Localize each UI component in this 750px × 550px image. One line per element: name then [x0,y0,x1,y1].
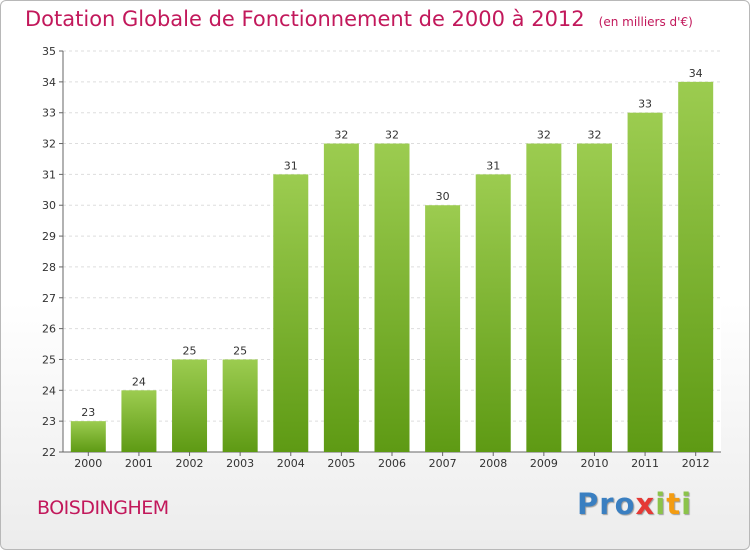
x-tick-label: 2006 [378,457,406,470]
x-tick-label: 2003 [226,457,254,470]
y-tick-label: 28 [42,261,56,274]
bar [121,390,157,452]
x-tick-label: 2002 [176,457,204,470]
y-tick-label: 31 [42,168,56,181]
chart-title: Dotation Globale de Fonctionnement de 20… [25,7,693,31]
bar-value-label: 25 [233,344,247,357]
y-tick-label: 25 [42,353,56,366]
place-name: BOISDINGHEM [37,497,169,519]
bar [425,205,461,452]
bar [374,143,410,453]
chart-subtitle: (en milliers d'€) [598,15,693,29]
y-tick-label: 30 [42,199,56,212]
x-tick-label: 2001 [125,457,153,470]
bar [475,174,511,452]
y-tick-label: 34 [42,76,56,89]
x-tick-label: 2004 [277,457,305,470]
bar [678,81,714,452]
x-tick-label: 2000 [74,457,102,470]
logo-letter: r [599,487,615,521]
bar-value-label: 32 [537,129,551,142]
logo-letter: i [655,487,667,521]
bar-value-label: 24 [132,375,146,388]
x-tick-label: 2012 [682,457,710,470]
y-tick-label: 23 [42,415,56,428]
y-tick-label: 29 [42,230,56,243]
x-tick-label: 2011 [631,457,659,470]
x-tick-label: 2010 [580,457,608,470]
logo-letter: o [614,487,636,521]
bar-value-label: 25 [183,344,197,357]
bar [323,143,359,453]
y-tick-label: 26 [42,323,56,336]
bar [70,421,106,452]
x-tick-label: 2008 [479,457,507,470]
y-tick-label: 24 [42,384,56,397]
bar-value-label: 30 [436,190,450,203]
bar [627,112,663,452]
bar-value-label: 32 [587,129,601,142]
bar [526,143,562,453]
x-tick-label: 2007 [429,457,457,470]
bar-value-label: 31 [284,159,298,172]
logo-letter: i [681,487,693,521]
bar-value-label: 23 [81,406,95,419]
x-tick-label: 2005 [327,457,355,470]
logo-letter: t [666,487,682,521]
bar [172,359,208,452]
logo-letter: P [577,487,600,521]
logo-letter: x [635,487,656,521]
x-tick-label: 2009 [530,457,558,470]
proxiti-logo: Proxiti [577,487,692,521]
bar-value-label: 31 [486,159,500,172]
bar-value-label: 32 [334,129,348,142]
chart-title-text: Dotation Globale de Fonctionnement de 20… [25,7,585,31]
y-tick-label: 35 [42,45,56,58]
bar [222,359,258,452]
y-tick-label: 22 [42,446,56,459]
bar [273,174,309,452]
bar-value-label: 32 [385,129,399,142]
bar-value-label: 33 [638,98,652,111]
y-tick-label: 32 [42,138,56,151]
y-tick-label: 27 [42,292,56,305]
bar [576,143,612,453]
y-tick-label: 33 [42,107,56,120]
bar-value-label: 34 [689,67,703,80]
